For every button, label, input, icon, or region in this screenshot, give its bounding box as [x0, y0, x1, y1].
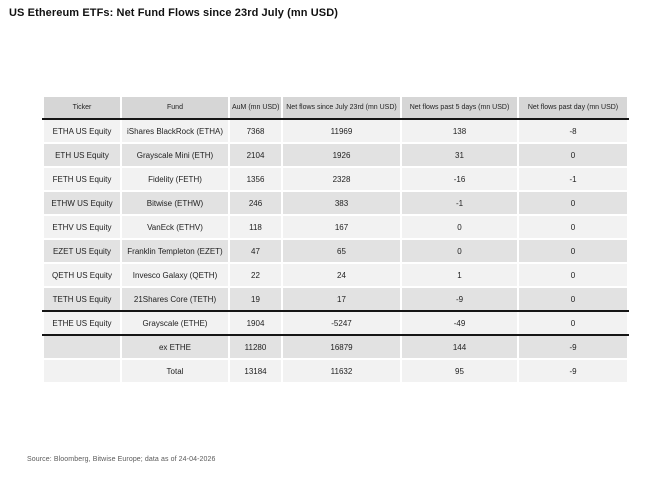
cell-past-5-days: 144: [400, 334, 519, 360]
cell-fund: ex ETHE: [120, 334, 230, 360]
cell-net-since: 16879: [281, 334, 402, 360]
column-header-past-day: Net flows past day (mn USD): [517, 95, 629, 120]
etf-flows-table: Ticker Fund AuM (mn USD) Net flows since…: [42, 95, 629, 384]
cell-aum: 7368: [228, 118, 283, 144]
cell-aum: 1356: [228, 166, 283, 192]
cell-ticker: ETHE US Equity: [42, 310, 122, 336]
cell-net-since: 167: [281, 214, 402, 240]
cell-past-day: 0: [517, 214, 629, 240]
cell-aum: 2104: [228, 142, 283, 168]
cell-fund: Franklin Templeton (EZET): [120, 238, 230, 264]
table-row: FETH US Equity Fidelity (FETH) 1356 2328…: [42, 166, 629, 192]
cell-net-since: -5247: [281, 310, 402, 336]
cell-ticker: ETH US Equity: [42, 142, 122, 168]
cell-fund: Invesco Galaxy (QETH): [120, 262, 230, 288]
cell-fund: VanEck (ETHV): [120, 214, 230, 240]
table-row: ETHE US Equity Grayscale (ETHE) 1904 -52…: [42, 310, 629, 336]
table-row-summary-ex-ethe: ex ETHE 11280 16879 144 -9: [42, 334, 629, 360]
column-header-past-5-days: Net flows past 5 days (mn USD): [400, 95, 519, 120]
cell-net-since: 383: [281, 190, 402, 216]
cell-ticker: EZET US Equity: [42, 238, 122, 264]
cell-aum: 47: [228, 238, 283, 264]
cell-fund: Fidelity (FETH): [120, 166, 230, 192]
table-row: QETH US Equity Invesco Galaxy (QETH) 22 …: [42, 262, 629, 288]
table-row: ETHV US Equity VanEck (ETHV) 118 167 0 0: [42, 214, 629, 240]
cell-past-day: -9: [517, 334, 629, 360]
cell-net-since: 2328: [281, 166, 402, 192]
table-row-summary-total: Total 13184 11632 95 -9: [42, 358, 629, 384]
cell-fund: iShares BlackRock (ETHA): [120, 118, 230, 144]
table-row: ETHA US Equity iShares BlackRock (ETHA) …: [42, 118, 629, 144]
cell-net-since: 11632: [281, 358, 402, 384]
cell-fund: Grayscale Mini (ETH): [120, 142, 230, 168]
cell-fund: Grayscale (ETHE): [120, 310, 230, 336]
cell-past-day: -9: [517, 358, 629, 384]
column-header-ticker: Ticker: [42, 95, 122, 120]
cell-net-since: 1926: [281, 142, 402, 168]
table-row: ETHW US Equity Bitwise (ETHW) 246 383 -1…: [42, 190, 629, 216]
cell-aum: 118: [228, 214, 283, 240]
column-header-net-since: Net flows since July 23rd (mn USD): [281, 95, 402, 120]
cell-past-day: 0: [517, 142, 629, 168]
cell-past-5-days: -1: [400, 190, 519, 216]
cell-fund: 21Shares Core (TETH): [120, 286, 230, 312]
cell-past-5-days: 0: [400, 238, 519, 264]
column-header-aum: AuM (mn USD): [228, 95, 283, 120]
cell-past-5-days: 31: [400, 142, 519, 168]
cell-ticker: TETH US Equity: [42, 286, 122, 312]
cell-ticker: [42, 358, 122, 384]
cell-past-5-days: 0: [400, 214, 519, 240]
table-row: EZET US Equity Franklin Templeton (EZET)…: [42, 238, 629, 264]
cell-past-day: -8: [517, 118, 629, 144]
cell-aum: 246: [228, 190, 283, 216]
cell-net-since: 17: [281, 286, 402, 312]
source-note: Source: Bloomberg, Bitwise Europe; data …: [27, 456, 216, 463]
cell-past-day: 0: [517, 310, 629, 336]
cell-aum: 22: [228, 262, 283, 288]
cell-past-day: 0: [517, 238, 629, 264]
cell-past-day: 0: [517, 190, 629, 216]
cell-fund: Total: [120, 358, 230, 384]
cell-aum: 13184: [228, 358, 283, 384]
table-row: ETH US Equity Grayscale Mini (ETH) 2104 …: [42, 142, 629, 168]
cell-net-since: 24: [281, 262, 402, 288]
cell-ticker: ETHV US Equity: [42, 214, 122, 240]
cell-net-since: 11969: [281, 118, 402, 144]
cell-ticker: [42, 334, 122, 360]
cell-past-day: 0: [517, 262, 629, 288]
cell-past-5-days: -16: [400, 166, 519, 192]
cell-ticker: QETH US Equity: [42, 262, 122, 288]
cell-ticker: ETHW US Equity: [42, 190, 122, 216]
header-row: Ticker Fund AuM (mn USD) Net flows since…: [42, 95, 629, 120]
cell-past-5-days: 138: [400, 118, 519, 144]
cell-fund: Bitwise (ETHW): [120, 190, 230, 216]
cell-aum: 1904: [228, 310, 283, 336]
cell-ticker: FETH US Equity: [42, 166, 122, 192]
page-title: US Ethereum ETFs: Net Fund Flows since 2…: [9, 7, 339, 19]
cell-past-day: -1: [517, 166, 629, 192]
cell-aum: 19: [228, 286, 283, 312]
cell-past-5-days: -49: [400, 310, 519, 336]
cell-net-since: 65: [281, 238, 402, 264]
cell-aum: 11280: [228, 334, 283, 360]
cell-past-day: 0: [517, 286, 629, 312]
table-row: TETH US Equity 21Shares Core (TETH) 19 1…: [42, 286, 629, 312]
cell-past-5-days: 95: [400, 358, 519, 384]
cell-past-5-days: 1: [400, 262, 519, 288]
cell-past-5-days: -9: [400, 286, 519, 312]
cell-ticker: ETHA US Equity: [42, 118, 122, 144]
column-header-fund: Fund: [120, 95, 230, 120]
